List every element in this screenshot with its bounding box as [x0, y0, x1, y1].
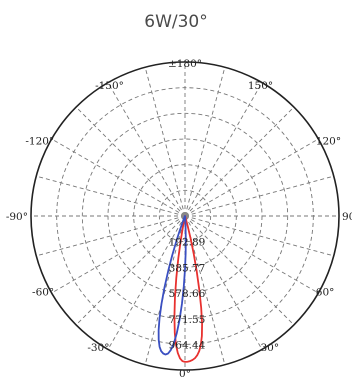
- grid-ring: [158, 189, 212, 243]
- grid-spoke: [184, 215, 263, 350]
- angle-label: 120°: [316, 136, 341, 148]
- grid-spoke: [184, 215, 319, 294]
- angle-label: -60°: [32, 287, 54, 299]
- grid-spoke: [184, 82, 263, 217]
- angle-label: -120°: [25, 136, 54, 148]
- angle-label: -90°: [6, 211, 28, 223]
- angle-label: ±180°: [168, 58, 202, 70]
- grid-spoke: [75, 106, 186, 217]
- grid-spoke: [184, 215, 295, 326]
- angle-label: 0°: [179, 368, 191, 380]
- series-layer: [157, 215, 203, 363]
- outer-ring: [30, 61, 340, 371]
- angle-label: 90°: [342, 211, 352, 223]
- polar-grid: [30, 61, 340, 371]
- grid-spoke: [75, 215, 186, 326]
- grid-spoke: [144, 215, 186, 365]
- radial-value-label: 771.55: [169, 314, 206, 326]
- grid-spoke: [184, 67, 226, 217]
- radial-value-label: 192.89: [169, 237, 206, 249]
- grid-spoke: [184, 175, 334, 217]
- grid-spoke: [184, 215, 334, 257]
- grid-spoke: [36, 215, 186, 257]
- grid-ring: [81, 112, 289, 320]
- grid-spoke: [107, 82, 186, 217]
- axis-labels: ±180° 150° -150° 120° -120° 90° -90° 60° -60° 30°…: [6, 58, 352, 380]
- grid-spoke: [184, 215, 226, 365]
- grid-spoke: [184, 106, 295, 217]
- grid-spoke: [51, 138, 186, 217]
- angle-label: -30°: [87, 342, 109, 354]
- series-curve-1: [173, 215, 203, 363]
- angle-label: 150°: [248, 80, 273, 92]
- radial-value-label: 385.77: [169, 262, 206, 274]
- radial-value-label: 578.66: [169, 288, 206, 300]
- grid-spoke: [107, 215, 186, 350]
- grid-spoke: [184, 138, 319, 217]
- chart-title: 6W/30°: [144, 12, 208, 32]
- grid-spoke: [144, 67, 186, 217]
- grid-spoke: [51, 215, 186, 294]
- angle-label: -150°: [95, 80, 124, 92]
- angle-label: 60°: [316, 287, 335, 299]
- series-curve-2: [157, 215, 187, 356]
- grid-spoke: [36, 175, 186, 217]
- radial-value-label: 964.44: [169, 340, 206, 352]
- angle-label: 30°: [261, 342, 280, 354]
